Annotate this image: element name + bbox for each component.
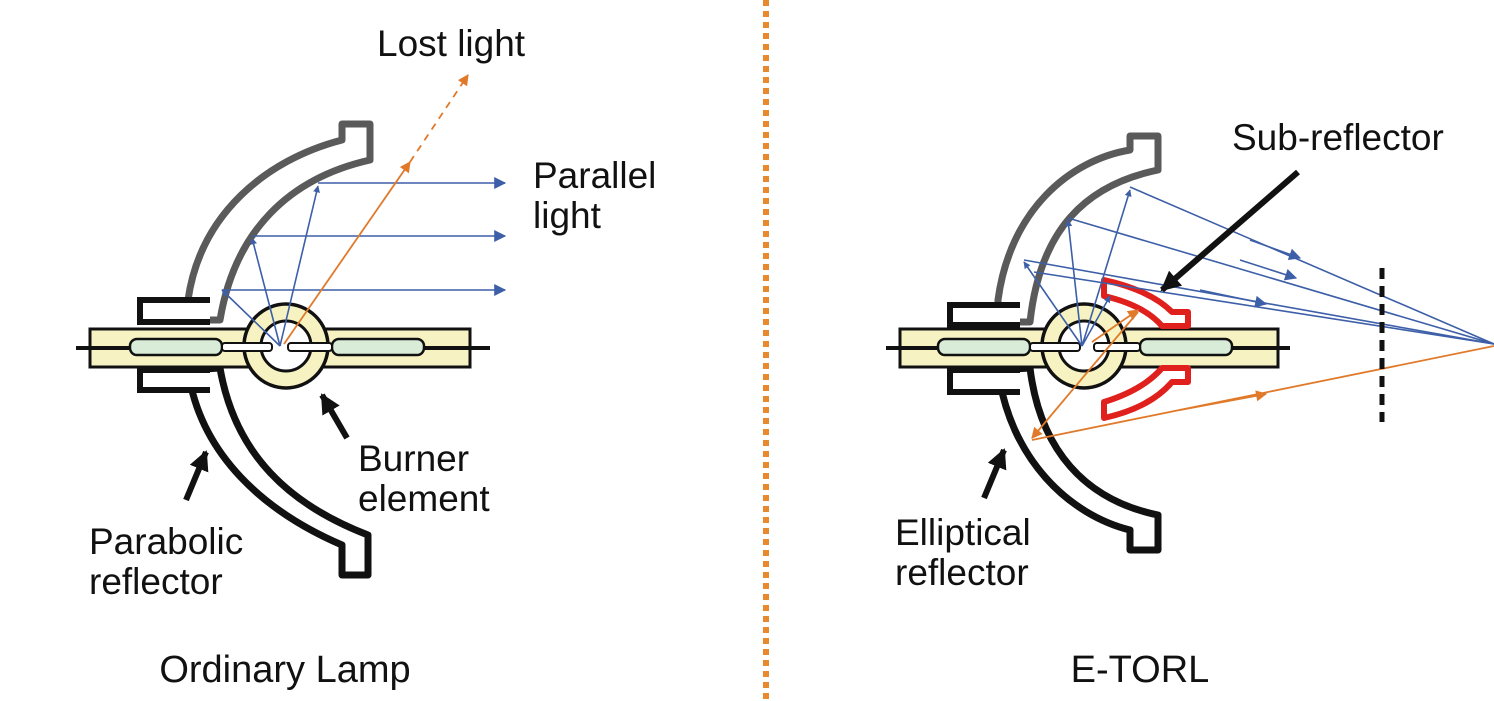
electrode-right (330, 337, 426, 357)
rays-to-reflector (221, 185, 320, 347)
elliptical-reflector-label-1: Elliptical (895, 512, 1031, 553)
parallel-light-rays (222, 177, 507, 296)
electrode-left (128, 337, 224, 357)
etorl-neck-lower (947, 367, 1020, 395)
ordinary-lamp-group: Lost light Parallel light Burner element… (76, 23, 656, 691)
reflector-neck-lower (137, 367, 210, 393)
sub-reflector-label: Sub-reflector (1232, 117, 1444, 158)
ordinary-lamp-title: Ordinary Lamp (159, 649, 410, 691)
elliptical-reflector-lower (994, 364, 1162, 554)
etorl-lamp-group: Sub-reflector Elliptical reflector E-TOR… (886, 117, 1494, 691)
sub-reflector-upper (1101, 277, 1191, 329)
lost-light-label: Lost light (377, 23, 526, 64)
reflector-neck-upper (137, 297, 210, 325)
reflector-pointer-arrow (183, 450, 209, 502)
etorl-electrode-right (1138, 337, 1234, 357)
parallel-light-label-2: light (533, 195, 602, 236)
parallel-light-label-1: Parallel (533, 155, 656, 196)
sub-reflector-lower (1101, 365, 1191, 421)
etorl-neck-upper (947, 302, 1020, 328)
parabolic-reflector-label-2: reflector (89, 561, 223, 602)
burner-pointer-arrow (319, 393, 350, 440)
etorl-title: E-TORL (1071, 649, 1210, 691)
sub-reflector-pointer-arrow (1160, 169, 1300, 293)
etorl-converging-rays (1023, 186, 1494, 345)
lost-light-ray (283, 161, 411, 345)
parabolic-reflector-label-1: Parabolic (89, 521, 243, 562)
elliptical-reflector-label-2: reflector (895, 552, 1029, 593)
parabolic-reflector-upper (184, 120, 374, 324)
etorl-rays-to-reflector (1023, 189, 1132, 347)
burner-element-label-1: Burner (358, 438, 469, 479)
elliptical-reflector-pointer-arrow (981, 448, 1007, 500)
burner-element-label-2: element (358, 478, 490, 519)
lost-light-ray-dashed (409, 74, 469, 163)
etorl-electrode-left (936, 337, 1032, 357)
parabolic-reflector-lower (184, 364, 372, 579)
etorl-orange-rays (1031, 309, 1494, 441)
